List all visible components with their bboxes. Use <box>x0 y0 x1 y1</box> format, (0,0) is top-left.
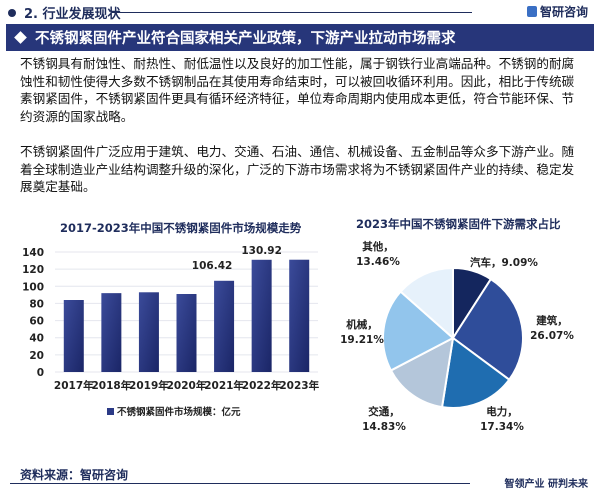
banner: 不锈钢紧固件产业符合国家相关产业政策，下游产业拉动市场需求 <box>6 24 594 51</box>
x-tick-label: 2018年 <box>91 379 131 392</box>
divider <box>112 12 472 13</box>
y-tick-label: 100 <box>22 281 44 293</box>
data-label: 106.42 <box>192 260 233 272</box>
diamond-icon <box>14 31 27 44</box>
banner-title: 不锈钢紧固件产业符合国家相关产业政策，下游产业拉动市场需求 <box>35 31 456 47</box>
x-tick-label: 2019年 <box>129 379 169 392</box>
pie-slice <box>440 336 511 409</box>
y-tick-label: 40 <box>29 333 44 345</box>
bar <box>138 292 159 372</box>
y-tick-label: 60 <box>29 316 44 328</box>
data-label: 130.92 <box>241 245 282 257</box>
y-tick-label: 80 <box>29 298 44 310</box>
y-tick-label: 0 <box>37 367 44 379</box>
y-tick-label: 140 <box>22 247 44 259</box>
slice-label-transport: 交通，14.83% <box>362 406 406 433</box>
pie-chart <box>382 266 524 409</box>
bar <box>289 259 310 372</box>
x-tick-label: 2023年 <box>279 379 319 392</box>
bar <box>176 294 197 372</box>
slogan: 智领产业 研判未来 <box>504 479 588 490</box>
paragraph-2: 不锈钢紧固件广泛应用于建筑、电力、交通、石油、通信、机械设备、五金制品等众多下游… <box>20 144 575 194</box>
bullet-icon <box>8 8 16 17</box>
brand: 智研咨询 <box>526 3 588 20</box>
bar <box>63 300 84 372</box>
slice-label-auto: 汽车，9.09% <box>470 257 538 269</box>
y-tick-label: 120 <box>22 264 44 276</box>
brand-name: 智研咨询 <box>539 5 588 19</box>
x-tick-label: 2017年 <box>54 379 94 392</box>
pie-slice <box>451 277 524 382</box>
pie-slice <box>389 336 455 409</box>
legend-label: 不锈钢紧固件市场规模：亿元 <box>117 406 241 418</box>
brand-logo-icon <box>526 6 537 17</box>
slice-label-machinery: 机械，19.21% <box>340 319 384 346</box>
pie-slice <box>382 290 455 372</box>
slice-label-construction: 建筑，26.07% <box>530 315 574 342</box>
bar <box>251 259 272 372</box>
bar-chart: 0204060801001201402017年2018年2019年2020年20… <box>22 245 319 418</box>
x-tick-label: 2021年 <box>204 379 244 392</box>
pie-chart-title: 2023年中国不锈钢紧固件下游需求占比 <box>356 217 561 231</box>
y-tick-label: 20 <box>29 350 44 362</box>
x-tick-label: 2022年 <box>242 379 282 392</box>
bar <box>214 280 235 372</box>
slice-label-other: 其他，13.46% <box>356 241 400 268</box>
x-tick-label: 2020年 <box>167 379 207 392</box>
footer-divider <box>10 483 470 484</box>
bar-chart-title: 2017-2023年中国不锈钢紧固件市场规模走势 <box>60 221 302 235</box>
pie-slice <box>399 266 454 341</box>
legend-swatch <box>107 408 114 415</box>
section-title: 2. 行业发展现状 <box>24 7 121 22</box>
bar <box>101 293 122 372</box>
paragraph-1: 不锈钢具有耐蚀性、耐热性、耐低温性以及良好的加工性能，属于钢铁行业高端品种。不锈… <box>20 56 575 124</box>
section-heading: 2. 行业发展现状 <box>8 3 121 22</box>
slice-label-power: 电力，17.34% <box>480 406 524 433</box>
source-note: 资料来源：智研咨询 <box>20 468 129 482</box>
